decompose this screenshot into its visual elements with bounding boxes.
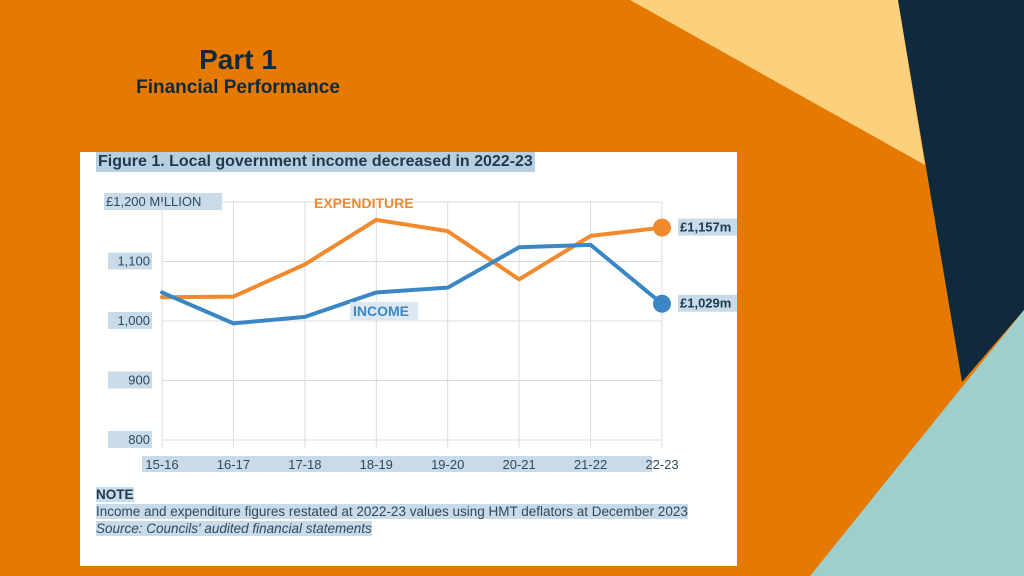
y-tick-label-bg (108, 371, 152, 389)
y-tick-label-bg (108, 312, 152, 329)
series-name-expenditure: EXPENDITURE (314, 195, 414, 211)
y-tick-label: 1,000 (117, 313, 150, 328)
x-tick-label: 19-20 (431, 457, 464, 472)
note-source: Source: Councils' audited financial stat… (96, 521, 372, 536)
note-text: Income and expenditure figures restated … (96, 504, 688, 519)
series-line-expenditure (160, 217, 664, 300)
slide-subtitle: Financial Performance (136, 77, 340, 98)
y-tick-label: 800 (128, 432, 150, 447)
x-tick-label: 18-19 (360, 457, 393, 472)
series-line-income (160, 242, 664, 326)
teal-shape (810, 310, 1024, 576)
line-chart: 800 900 1,000 1,100 £1,200 MILLION 15-16 16-17… (104, 193, 737, 472)
end-label-bg (678, 218, 737, 236)
yellow-shape (630, 0, 925, 165)
end-marker-expenditure (653, 218, 671, 237)
x-axis-label-band (142, 456, 652, 472)
x-tick-label: 16-17 (217, 457, 250, 472)
x-tick-label: 17-18 (288, 457, 321, 472)
x-tick-label: 15-16 (145, 457, 178, 472)
income-label-bg (350, 302, 418, 320)
end-label-income: £1,029m (680, 296, 731, 311)
end-label-expenditure: £1,157m (680, 220, 731, 235)
x-tick-label: 22-23 (645, 457, 678, 472)
figure-card: 800 900 1,000 1,100 £1,200 MILLION 15-16 16-17… (80, 152, 737, 566)
navy-shape (898, 0, 1024, 382)
note-heading: NOTE (96, 487, 134, 502)
slide-title: Part 1 (199, 44, 277, 75)
y-tick-label-bg (108, 431, 152, 448)
x-tick-label: 21-22 (574, 457, 607, 472)
x-tick-label: 20-21 (503, 457, 536, 472)
figure-title: Figure 1. Local government income decrea… (96, 152, 535, 172)
y-tick-label: 1,100 (117, 254, 150, 269)
note-block: NOTE Income and expenditure figures rest… (96, 486, 726, 537)
y-tick-label: £1,200 MILLION (106, 194, 201, 209)
y-tick-label-bg (104, 193, 222, 210)
slide-title-block: Part 1 Financial Performance (88, 44, 388, 100)
end-label-bg (678, 294, 737, 312)
end-marker-income (653, 294, 671, 313)
series-name-income: INCOME (353, 303, 409, 319)
y-tick-label-bg (108, 252, 152, 270)
y-tick-label: 900 (128, 373, 150, 388)
